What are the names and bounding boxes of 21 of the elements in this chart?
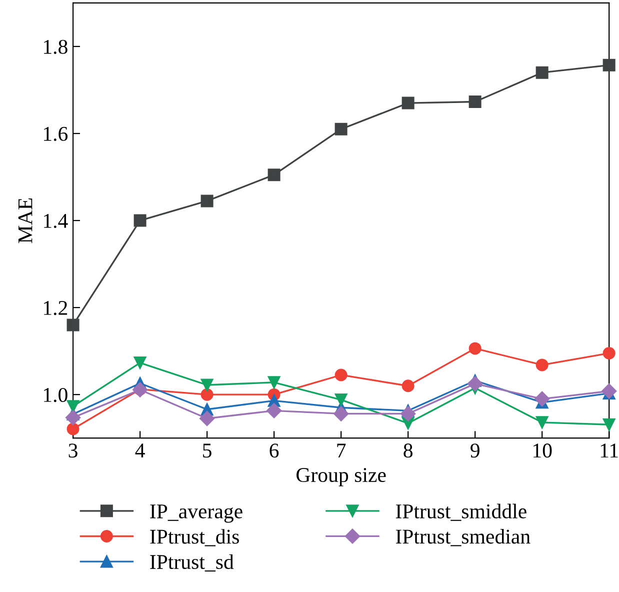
x-tick-label: 6 (270, 444, 279, 458)
x-tick-label: 11 (600, 444, 618, 458)
y-tick-label: 1.2 (44, 300, 68, 316)
x-tick-label: 3 (68, 444, 78, 458)
legend-label: IPtrust_sd (150, 554, 234, 572)
y-tick-label: 1.0 (44, 388, 68, 402)
y-tick-label: 1.8 (44, 40, 68, 54)
legend-label: IP_average (150, 504, 242, 523)
y-tick-label: 1.6 (44, 126, 68, 142)
x-tick-label: 10 (534, 444, 552, 458)
x-tick-label: 8 (404, 444, 412, 458)
legend-label: IPtrust_smiddle (396, 504, 526, 521)
y-axis-title: MAE (18, 198, 32, 244)
x-tick-label: 7 (337, 444, 346, 458)
x-tick-label: 4 (135, 444, 145, 458)
x-tick-label: 9 (470, 444, 480, 458)
x-axis-title: Group size (296, 468, 386, 486)
x-tick-label: 5 (203, 444, 212, 458)
legend-label: IPtrust_smedian (396, 529, 530, 546)
legend-label: IPtrust_dis (150, 529, 239, 546)
y-tick-label: 1.4 (44, 214, 68, 228)
